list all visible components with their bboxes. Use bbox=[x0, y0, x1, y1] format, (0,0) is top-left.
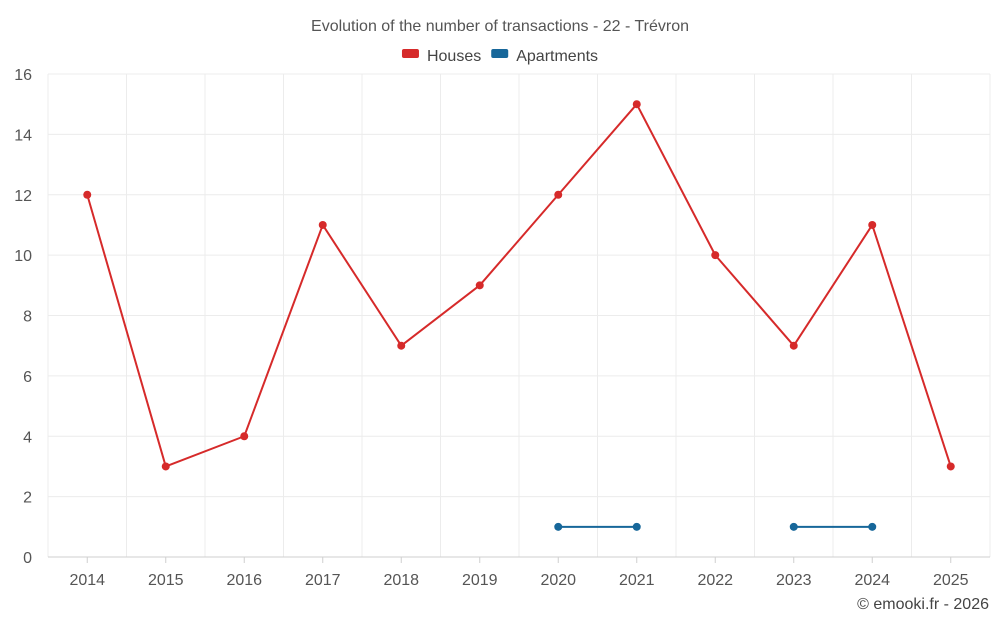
x-tick-label: 2021 bbox=[619, 572, 655, 589]
x-tick-label: 2020 bbox=[540, 572, 576, 589]
credit-text: © emooki.fr - 2026 bbox=[857, 596, 989, 613]
x-tick-label: 2018 bbox=[383, 572, 419, 589]
legend-item-apartments[interactable]: Apartments bbox=[491, 48, 598, 65]
data-point[interactable] bbox=[868, 522, 877, 531]
chart-title: Evolution of the number of transactions … bbox=[311, 18, 689, 35]
series-houses bbox=[83, 100, 955, 471]
legend: Houses Apartments bbox=[401, 48, 598, 65]
data-point[interactable] bbox=[632, 100, 641, 109]
data-point[interactable] bbox=[318, 220, 327, 229]
x-tick-label: 2019 bbox=[462, 572, 498, 589]
data-point[interactable] bbox=[946, 462, 955, 471]
x-tick-label: 2025 bbox=[933, 572, 969, 589]
series-apartments bbox=[554, 522, 877, 531]
x-tick-label: 2024 bbox=[854, 572, 890, 589]
y-tick-label: 12 bbox=[14, 188, 32, 205]
grid bbox=[47, 73, 991, 557]
x-tick-label: 2023 bbox=[776, 572, 812, 589]
y-tick-label: 6 bbox=[23, 369, 32, 386]
y-tick-label: 2 bbox=[23, 490, 32, 507]
y-tick-label: 0 bbox=[23, 550, 32, 567]
data-point[interactable] bbox=[868, 220, 877, 229]
axes: 0 2 4 6 8 10 12 14 16 2014 2015 2016 2017 2018 2019 202… bbox=[14, 67, 990, 589]
y-tick-label: 8 bbox=[23, 309, 32, 326]
x-tick-label: 2014 bbox=[69, 572, 105, 589]
x-tick-label: 2022 bbox=[697, 572, 733, 589]
data-point[interactable] bbox=[789, 341, 798, 350]
y-tick-label: 14 bbox=[14, 127, 32, 144]
legend-swatch bbox=[401, 49, 419, 58]
legend-label: Houses bbox=[427, 48, 481, 65]
series-line bbox=[86, 103, 952, 468]
x-tick-label: 2015 bbox=[148, 572, 184, 589]
data-point[interactable] bbox=[554, 190, 563, 199]
data-point[interactable] bbox=[161, 462, 170, 471]
data-point[interactable] bbox=[397, 341, 406, 350]
y-tick-label: 10 bbox=[14, 248, 32, 265]
x-tick-label: 2017 bbox=[305, 572, 341, 589]
data-point[interactable] bbox=[475, 281, 484, 290]
y-tick-label: 16 bbox=[14, 67, 32, 84]
y-tick-label: 4 bbox=[23, 429, 32, 446]
x-tick-label: 2016 bbox=[226, 572, 262, 589]
data-point[interactable] bbox=[240, 432, 249, 441]
series-layer bbox=[83, 100, 955, 531]
data-point[interactable] bbox=[632, 522, 641, 531]
data-point[interactable] bbox=[554, 522, 563, 531]
data-point[interactable] bbox=[711, 251, 720, 260]
legend-label: Apartments bbox=[516, 48, 598, 65]
data-point[interactable] bbox=[789, 522, 798, 531]
data-point[interactable] bbox=[83, 190, 92, 199]
legend-item-houses[interactable]: Houses bbox=[401, 48, 481, 65]
legend-swatch bbox=[491, 49, 509, 58]
